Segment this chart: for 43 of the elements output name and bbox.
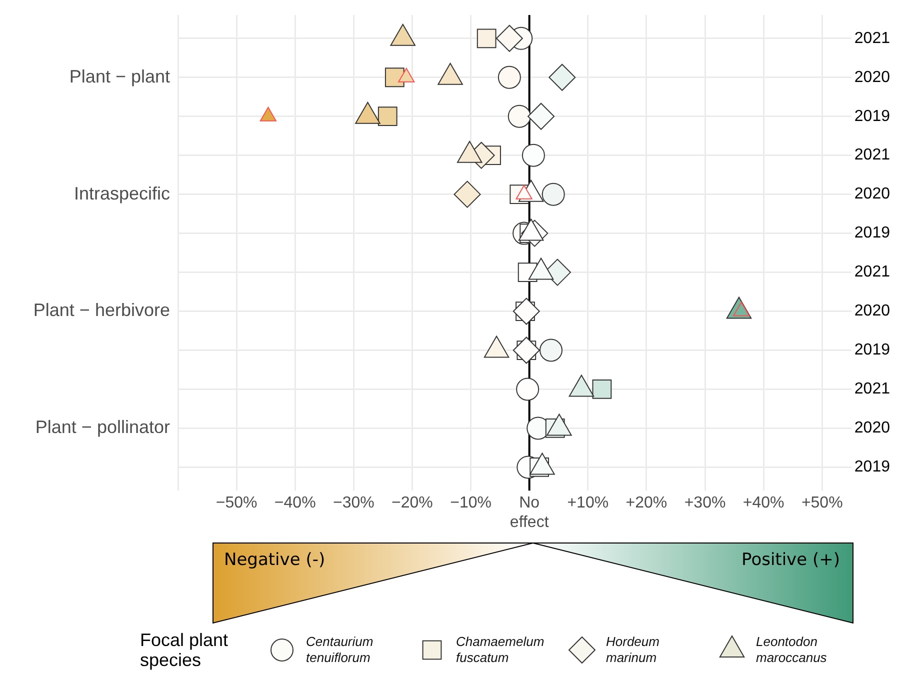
scale-wedge: Negative (-) Positive (+) — [0, 535, 899, 630]
point — [476, 28, 496, 48]
legend-label: Centaurium tenuiflorum — [306, 634, 374, 666]
text: Plant − plant — [69, 66, 170, 86]
point — [522, 144, 545, 167]
point — [548, 64, 576, 91]
y-tick-label: 2021 — [854, 380, 890, 398]
x-tick-label: +40% — [742, 494, 784, 512]
y-tick-label: 2019 — [854, 108, 890, 125]
y-tick-label: 2020 — [854, 302, 890, 320]
point — [542, 182, 565, 206]
legend-label: Leontodon maroccanus — [756, 634, 828, 666]
x-tick-label: −30% — [332, 494, 374, 512]
point — [454, 180, 481, 208]
y-tick-label: 2021 — [854, 264, 890, 281]
x-tick-label: +20% — [626, 494, 668, 512]
x-tick-label: No effect — [510, 494, 550, 531]
point — [378, 106, 398, 126]
text: Plant − pollinator — [35, 417, 170, 438]
point — [512, 298, 540, 325]
text: Intraspecific — [74, 183, 170, 204]
y-tick-label: 2021 — [854, 146, 890, 164]
legend-label: Hordeum marinum — [606, 634, 660, 666]
text: Plant − herbivore — [33, 300, 170, 320]
y-tick-label: 2021 — [854, 30, 890, 47]
point — [498, 66, 521, 89]
x-tick-label: −20% — [392, 494, 433, 512]
x-tick-label: −50% — [216, 494, 258, 512]
y-tick-label: 2019 — [854, 224, 890, 242]
legend-title: Focal plant species — [140, 630, 230, 670]
y-tick-label: 2020 — [854, 68, 890, 86]
x-tick-label: −40% — [274, 494, 316, 512]
y-tick-label: 2020 — [854, 420, 890, 437]
legend-label: Chamaemelum fuscatum — [456, 634, 546, 666]
y-tick-label: 2020 — [854, 186, 890, 203]
x-tick-label: +30% — [684, 494, 726, 512]
x-tick-label: −10% — [450, 494, 492, 512]
y-tick-label: 2019 — [854, 342, 890, 359]
y-tick-label: 2019 — [854, 458, 890, 476]
x-tick-label: +10% — [567, 494, 609, 512]
point — [540, 338, 563, 362]
point — [592, 380, 612, 399]
x-tick-label: +50% — [801, 494, 843, 512]
